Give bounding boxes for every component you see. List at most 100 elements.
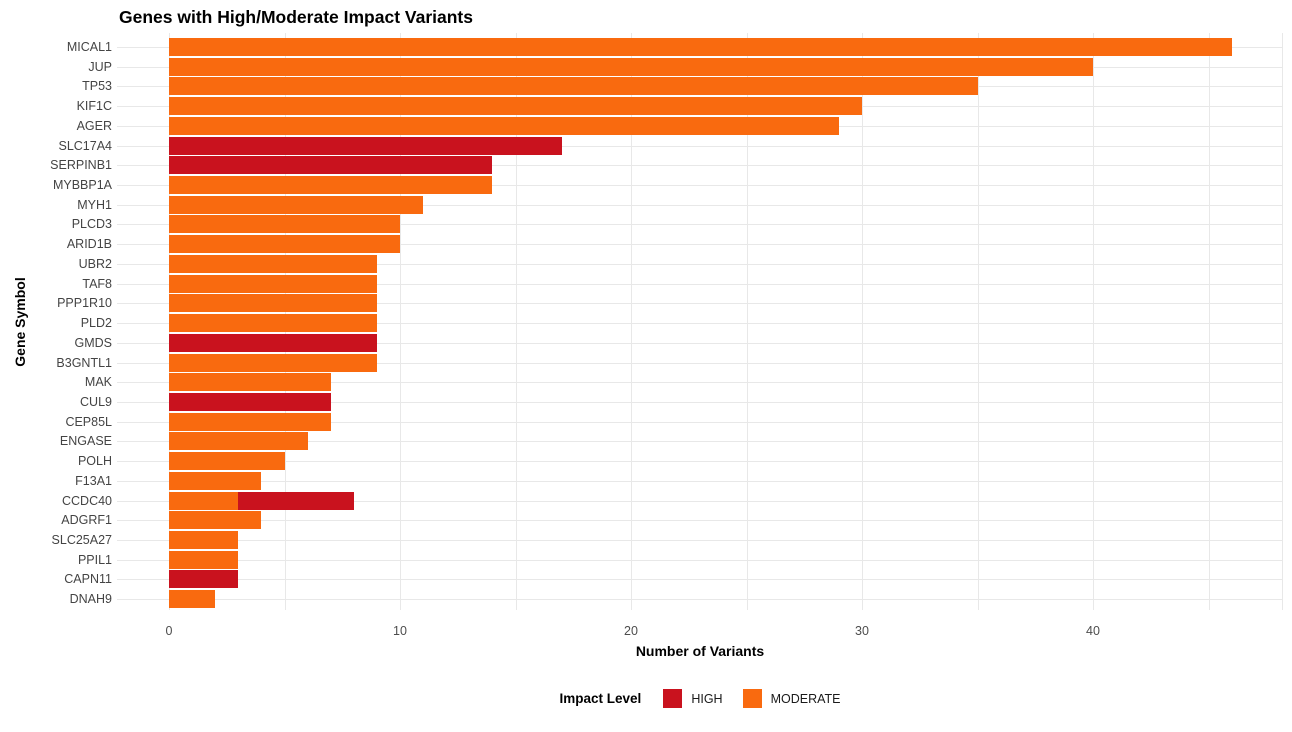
gridline-vertical xyxy=(862,33,863,610)
gridline-horizontal xyxy=(117,421,1283,423)
chart-title: Genes with High/Moderate Impact Variants xyxy=(119,7,473,27)
y-tick-label: CCDC40 xyxy=(61,493,112,508)
gridline-vertical xyxy=(1093,33,1094,610)
legend-item-moderate: MODERATE xyxy=(742,689,841,708)
gridline-horizontal xyxy=(117,283,1283,285)
gridline-vertical xyxy=(746,33,748,610)
gridline-horizontal xyxy=(117,480,1283,482)
gridline-horizontal xyxy=(117,185,1283,187)
gridline-horizontal xyxy=(117,263,1283,265)
y-tick-label: SLC17A4 xyxy=(58,138,112,153)
y-tick-label: B3GNTL1 xyxy=(56,355,112,370)
bar-segment-moderate xyxy=(169,38,1232,56)
bar-segment-moderate xyxy=(169,531,239,549)
legend-item-high: HIGH xyxy=(663,689,723,708)
x-tick-label: 20 xyxy=(624,624,638,638)
y-tick-label: PPIL1 xyxy=(77,552,112,567)
gridline-horizontal xyxy=(117,382,1283,384)
gridline-vertical xyxy=(515,33,517,610)
gridline-horizontal xyxy=(117,599,1283,601)
x-tick-label: 40 xyxy=(1086,624,1100,638)
x-tick-label: 30 xyxy=(855,624,869,638)
bar-segment-moderate xyxy=(169,77,978,96)
bar-segment-moderate xyxy=(169,550,239,569)
legend: Impact Level HIGH MODERATE xyxy=(117,689,1283,708)
bar-segment-moderate xyxy=(169,471,262,490)
gridline-horizontal xyxy=(117,204,1283,206)
bar-segment-high xyxy=(238,491,354,510)
gridline-vertical xyxy=(400,33,401,610)
bar-segment-moderate xyxy=(169,97,862,116)
plot-panel xyxy=(117,33,1283,610)
bar-segment-moderate xyxy=(169,412,331,431)
y-axis-labels: MICAL1 JUP TP53 KIF1C AGER SLC17A4 SERPINB1 MYB… xyxy=(0,33,112,610)
bar-segment-moderate xyxy=(169,452,285,471)
bar-segment-moderate xyxy=(169,254,377,273)
y-tick-label: MICAL1 xyxy=(66,40,112,54)
y-tick-label: MYH1 xyxy=(77,197,112,212)
gridline-horizontal xyxy=(117,461,1283,463)
legend-label-high: HIGH xyxy=(691,691,723,706)
y-tick-label: CEP85L xyxy=(65,414,112,429)
gridline-horizontal xyxy=(117,244,1283,246)
gridline-horizontal xyxy=(117,145,1283,147)
y-tick-label: POLH xyxy=(77,454,112,469)
y-tick-label: JUP xyxy=(88,59,112,74)
bar-segment-moderate xyxy=(169,432,308,451)
bar-segment-moderate xyxy=(169,176,493,195)
y-tick-label: PPP1R10 xyxy=(57,296,112,311)
gridline-vertical xyxy=(977,33,979,610)
bar-segment-moderate xyxy=(169,274,377,293)
y-tick-label: KIF1C xyxy=(76,99,112,114)
bar-segment-moderate xyxy=(169,215,400,234)
y-tick-label: SERPINB1 xyxy=(50,158,112,173)
bar-segment-moderate xyxy=(169,511,262,530)
bar-segment-high xyxy=(169,333,377,352)
gridline-horizontal xyxy=(117,559,1283,561)
gridline-horizontal xyxy=(117,342,1283,344)
y-tick-label: PLD2 xyxy=(80,316,112,331)
x-tick-label: 10 xyxy=(393,624,407,638)
legend-title: Impact Level xyxy=(559,691,642,706)
bar-segment-moderate xyxy=(169,491,239,510)
y-tick-label: MYBBP1A xyxy=(52,178,112,193)
y-tick-label: F13A1 xyxy=(75,473,112,488)
bar-segment-moderate xyxy=(169,235,400,254)
y-tick-label: PLCD3 xyxy=(71,217,112,232)
y-tick-label: ENGASE xyxy=(59,434,112,449)
high-color-swatch xyxy=(663,689,683,708)
bar-segment-moderate xyxy=(169,195,424,214)
bar-segment-moderate xyxy=(169,57,1093,76)
y-tick-label: GMDS xyxy=(74,335,113,350)
y-tick-label: AGER xyxy=(76,118,112,133)
x-tick-label: 0 xyxy=(165,624,173,638)
bar-segment-moderate xyxy=(169,294,377,313)
gridline-horizontal xyxy=(117,165,1283,167)
gridline-horizontal xyxy=(117,500,1283,502)
y-tick-label: TAF8 xyxy=(82,276,112,291)
panel-edge-line xyxy=(1282,33,1283,610)
y-tick-label: UBR2 xyxy=(78,256,112,271)
y-tick-label: DNAH9 xyxy=(69,592,112,607)
gridline-horizontal xyxy=(117,441,1283,443)
bar-segment-high xyxy=(169,392,331,411)
gridline-horizontal xyxy=(117,362,1283,364)
gridline-horizontal xyxy=(117,401,1283,403)
bar-segment-high xyxy=(169,136,562,155)
gridline-horizontal xyxy=(117,579,1283,581)
bar-segment-moderate xyxy=(169,314,377,333)
gridline-horizontal xyxy=(117,323,1283,325)
y-tick-label: ARID1B xyxy=(66,237,112,252)
gridline-vertical xyxy=(631,33,632,610)
x-axis-tick-labels: 0 10 20 30 40 xyxy=(117,624,1283,642)
bar-segment-moderate xyxy=(169,116,839,135)
bar-segment-moderate xyxy=(169,590,216,609)
gridline-horizontal xyxy=(117,303,1283,305)
y-tick-label: TP53 xyxy=(82,79,112,94)
legend-label-moderate: MODERATE xyxy=(770,691,841,706)
bar-segment-high xyxy=(169,570,239,589)
gridline-vertical xyxy=(1208,33,1210,610)
y-tick-label: SLC25A27 xyxy=(51,533,112,547)
bar-segment-moderate xyxy=(169,353,377,372)
